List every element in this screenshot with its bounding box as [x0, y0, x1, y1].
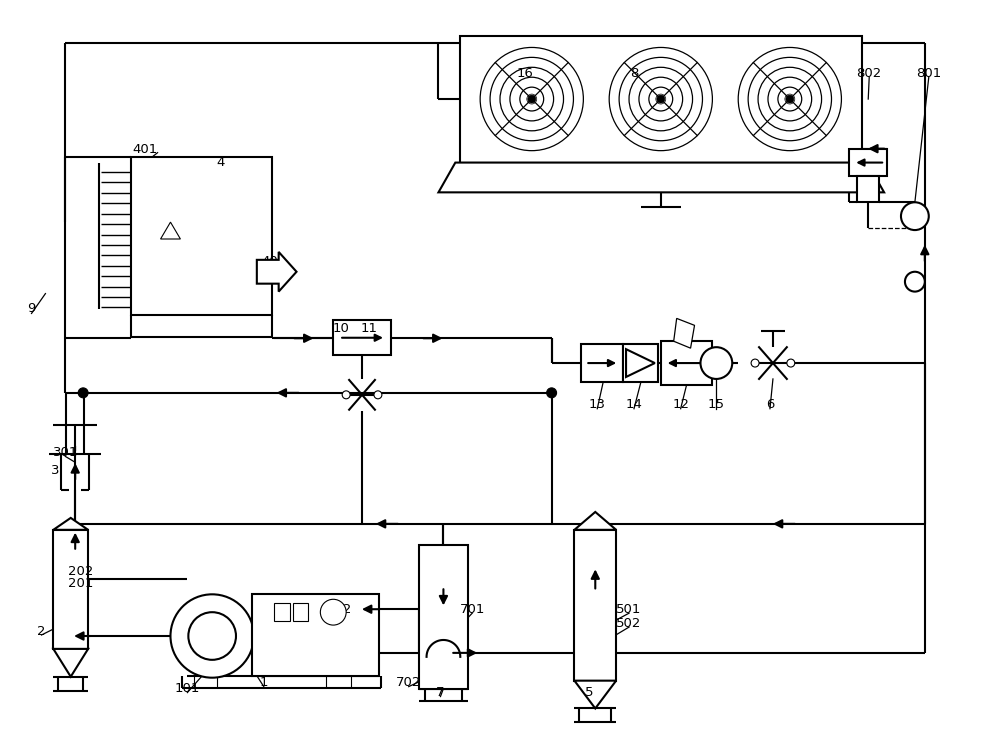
Bar: [293, 603, 308, 621]
Bar: [131, 157, 272, 316]
Circle shape: [657, 95, 665, 103]
Polygon shape: [574, 681, 616, 709]
Text: 16: 16: [516, 67, 533, 80]
Bar: [623, 344, 658, 382]
Bar: [333, 320, 391, 355]
Text: 101: 101: [175, 682, 200, 695]
Text: 14: 14: [626, 398, 642, 411]
Text: 2: 2: [37, 625, 46, 637]
Circle shape: [547, 388, 557, 398]
Polygon shape: [53, 649, 88, 677]
Polygon shape: [674, 319, 695, 348]
Text: 9: 9: [27, 302, 36, 315]
Text: 402: 402: [261, 256, 286, 268]
Text: 701: 701: [460, 603, 485, 616]
Polygon shape: [53, 518, 88, 530]
Text: 802: 802: [857, 67, 882, 80]
Text: 801: 801: [916, 67, 941, 80]
Text: 202: 202: [68, 565, 94, 578]
Polygon shape: [438, 163, 884, 192]
Bar: [857, 177, 879, 202]
Circle shape: [528, 95, 536, 103]
Circle shape: [905, 272, 925, 291]
Circle shape: [751, 359, 759, 367]
Circle shape: [342, 391, 350, 399]
Bar: [419, 545, 468, 689]
Text: 11: 11: [360, 322, 377, 335]
Text: 702: 702: [396, 676, 421, 690]
Circle shape: [901, 202, 929, 230]
Text: 102: 102: [327, 603, 352, 616]
Bar: [581, 344, 623, 382]
Bar: [661, 341, 712, 385]
Text: 502: 502: [616, 617, 642, 629]
Text: 5: 5: [585, 686, 594, 699]
Text: 201: 201: [68, 577, 94, 590]
Text: 8: 8: [630, 67, 638, 80]
Bar: [274, 603, 290, 621]
Text: 4: 4: [216, 156, 224, 169]
Text: 7: 7: [436, 686, 445, 699]
Bar: [460, 36, 862, 163]
Circle shape: [374, 391, 382, 399]
Circle shape: [78, 388, 88, 398]
Text: 1: 1: [260, 676, 268, 690]
Bar: [849, 149, 887, 177]
Bar: [53, 530, 88, 649]
Text: 401: 401: [132, 143, 157, 156]
Text: 10: 10: [333, 322, 350, 335]
Polygon shape: [574, 512, 616, 530]
Text: 3: 3: [51, 464, 60, 477]
Circle shape: [188, 612, 236, 660]
Text: 501: 501: [616, 603, 642, 616]
Text: 12: 12: [672, 398, 689, 411]
Polygon shape: [257, 252, 297, 291]
Text: 6: 6: [766, 398, 774, 411]
Polygon shape: [626, 349, 655, 377]
Circle shape: [320, 600, 346, 625]
Text: 301: 301: [53, 446, 78, 459]
Circle shape: [170, 594, 254, 678]
Bar: [252, 594, 379, 675]
Polygon shape: [161, 222, 180, 239]
Circle shape: [786, 95, 794, 103]
Circle shape: [700, 347, 732, 379]
Circle shape: [787, 359, 795, 367]
Bar: [574, 530, 616, 681]
Text: 15: 15: [708, 398, 725, 411]
Text: 13: 13: [589, 398, 606, 411]
